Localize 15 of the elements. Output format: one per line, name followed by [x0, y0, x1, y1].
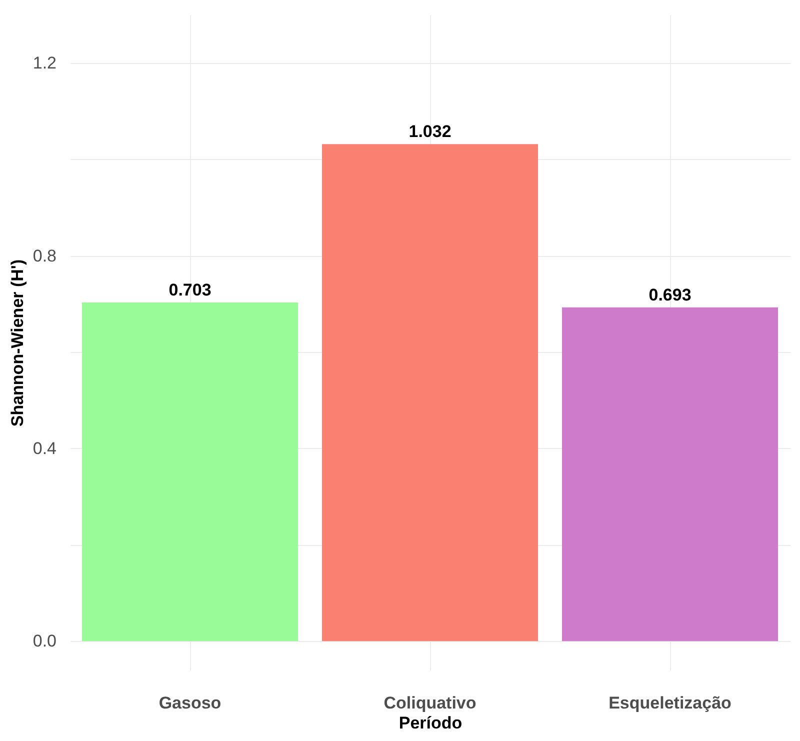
- x-tick-label: Coliquativo: [384, 694, 476, 712]
- y-axis-title: Shannon-Wiener (H'): [8, 259, 27, 427]
- data-label: 1.032: [408, 122, 452, 142]
- x-axis-title: Período: [398, 714, 462, 732]
- data-label: 0.693: [648, 285, 692, 304]
- x-tick-label: Esqueletização: [608, 694, 732, 712]
- y-tick-label: 1.2: [32, 54, 56, 73]
- data-label: 0.703: [168, 280, 212, 300]
- x-tick-label: Gasoso: [158, 694, 222, 712]
- bar: [82, 302, 298, 642]
- bar: [322, 144, 538, 642]
- y-tick-label: 0.0: [32, 632, 56, 651]
- y-tick-label: 0.4: [32, 438, 56, 458]
- bar: [562, 307, 778, 642]
- y-tick-label: 0.8: [32, 246, 56, 266]
